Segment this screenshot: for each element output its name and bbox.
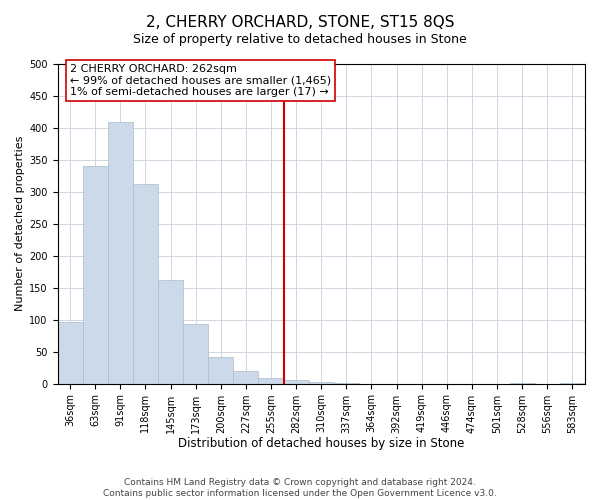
Bar <box>208 357 233 384</box>
Bar <box>183 324 208 384</box>
Bar <box>560 383 585 384</box>
Text: Size of property relative to detached houses in Stone: Size of property relative to detached ho… <box>133 32 467 46</box>
Text: Contains HM Land Registry data © Crown copyright and database right 2024.
Contai: Contains HM Land Registry data © Crown c… <box>103 478 497 498</box>
Bar <box>83 166 108 384</box>
Bar <box>259 378 284 384</box>
Bar <box>233 372 259 384</box>
X-axis label: Distribution of detached houses by size in Stone: Distribution of detached houses by size … <box>178 437 464 450</box>
Bar <box>334 383 359 384</box>
Bar <box>308 382 334 384</box>
Bar <box>58 322 83 384</box>
Bar <box>509 383 535 384</box>
Y-axis label: Number of detached properties: Number of detached properties <box>15 136 25 312</box>
Bar <box>133 184 158 384</box>
Bar <box>158 280 183 384</box>
Text: 2, CHERRY ORCHARD, STONE, ST15 8QS: 2, CHERRY ORCHARD, STONE, ST15 8QS <box>146 15 454 30</box>
Text: 2 CHERRY ORCHARD: 262sqm
← 99% of detached houses are smaller (1,465)
1% of semi: 2 CHERRY ORCHARD: 262sqm ← 99% of detach… <box>70 64 331 97</box>
Bar <box>284 380 308 384</box>
Bar <box>108 122 133 384</box>
